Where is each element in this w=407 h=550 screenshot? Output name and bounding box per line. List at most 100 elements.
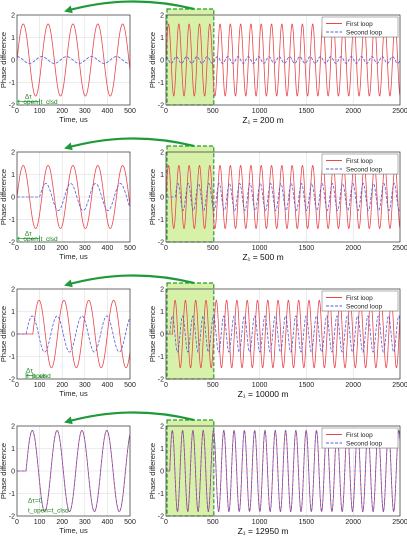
- delta-tau-label: Δτ=0: [28, 498, 43, 505]
- x-tick-label: 0: [15, 108, 19, 115]
- delta-tau-label: Δτ: [25, 94, 32, 101]
- zoom-arrow: [64, 274, 195, 288]
- y-tick-label: -2: [158, 377, 164, 384]
- plot-frame: [16, 425, 131, 517]
- y-tick-label: 2: [11, 150, 15, 157]
- x-tick-label: 500: [207, 108, 219, 115]
- y-axis-label: Phase difference: [148, 169, 157, 225]
- y-tick-label: -1: [9, 80, 15, 87]
- series-line-second-loop: [17, 315, 130, 353]
- x-tick-label: 500: [124, 245, 136, 252]
- x-tick-label: 400: [102, 245, 114, 252]
- zoom-highlight-region: [166, 145, 215, 243]
- y-axis-label: Phase difference: [0, 443, 8, 499]
- y-tick-label: 1: [11, 172, 15, 179]
- y-axis-label: Phase difference: [0, 306, 8, 362]
- chart-panel-3: 0 100 200 300 400 500 -2 -1 0 1 2 Phase difference T…: [0, 150, 136, 262]
- x-tick-label: 0: [164, 382, 168, 389]
- chart-panel-4: 0 500 1000 1500 2000 2500 -2 -1 0 1 2 Phase differe…: [64, 137, 407, 262]
- x-tick-label: 2500: [392, 382, 407, 389]
- series-line-first-loop: [17, 165, 130, 229]
- y-tick-label: 0: [160, 58, 164, 65]
- x-tick-label: 1500: [299, 245, 315, 252]
- plot-frame: [165, 288, 401, 380]
- x-tick-label: 200: [56, 382, 68, 389]
- x-tick-label: 2000: [345, 382, 361, 389]
- x-axis-label: Time, us: [59, 389, 88, 398]
- y-axis-label: Phase difference: [148, 306, 157, 362]
- plot-frame: [165, 425, 401, 517]
- chart-panel-7: 0 100 200 300 400 500 -2 -1 0 1 2 Phase difference T…: [0, 424, 136, 536]
- x-axis-label: Time, us: [59, 115, 88, 124]
- y-tick-label: -2: [9, 377, 15, 384]
- x-tick-label: 100: [34, 519, 46, 526]
- x-tick-label: 500: [124, 382, 136, 389]
- legend-entry: First loop: [346, 295, 373, 302]
- t-open-label: t_open: [18, 99, 38, 106]
- x-tick-label: 500: [124, 108, 136, 115]
- x-tick-label: 1000: [252, 382, 268, 389]
- panel-caption: Z₁ = 200 m: [242, 115, 283, 125]
- plot-frame: [16, 151, 131, 243]
- x-tick-label: 2500: [392, 245, 407, 252]
- y-tick-label: 0: [160, 332, 164, 339]
- series-line-second-loop: [166, 56, 400, 64]
- x-tick-label: 2500: [392, 108, 407, 115]
- y-axis-label: Phase difference: [148, 443, 157, 499]
- y-tick-label: 0: [160, 195, 164, 202]
- y-tick-label: -1: [158, 491, 164, 498]
- plot-frame: [16, 288, 131, 380]
- y-axis-label: Phase difference: [0, 169, 8, 225]
- x-tick-label: 400: [102, 382, 114, 389]
- x-tick-label: 1000: [252, 245, 268, 252]
- legend-entry: Second loop: [346, 440, 383, 447]
- x-tick-label: 0: [164, 245, 168, 252]
- legend-entry: Second loop: [346, 303, 383, 310]
- chart-panel-6: 0 500 1000 1500 2000 2500 -2 -1 0 1 2 Phase differe…: [64, 274, 407, 399]
- series-line-second-loop: [166, 183, 400, 211]
- y-tick-label: -1: [158, 354, 164, 361]
- x-tick-label: 0: [15, 245, 19, 252]
- series-line-first-loop: [17, 23, 130, 97]
- legend-entry: First loop: [346, 432, 373, 439]
- t-clsd-label: t_clsd: [41, 236, 58, 243]
- y-tick-label: 2: [160, 424, 164, 431]
- y-tick-label: 0: [11, 58, 15, 65]
- plot-frame: [165, 14, 401, 106]
- y-tick-label: -1: [9, 217, 15, 224]
- x-tick-label: 100: [34, 245, 46, 252]
- chart-panel-1: 0 100 200 300 400 500 -2 -1 0 1 2 Phase difference T…: [0, 13, 136, 125]
- y-tick-label: -1: [9, 354, 15, 361]
- zoom-arrow: [64, 0, 195, 14]
- x-tick-label: 2500: [392, 519, 407, 526]
- series-line-first-loop: [17, 299, 130, 369]
- x-tick-label: 0: [164, 519, 168, 526]
- y-tick-label: 2: [11, 287, 15, 294]
- zoom-arrow: [64, 137, 195, 151]
- y-tick-label: -2: [9, 240, 15, 247]
- legend-entry: Second loop: [346, 29, 383, 36]
- y-tick-label: 0: [160, 469, 164, 476]
- plot-frame: [165, 151, 401, 243]
- y-tick-label: 1: [160, 309, 164, 316]
- zoom-arrow: [64, 411, 195, 425]
- x-tick-label: 1500: [299, 519, 315, 526]
- y-tick-label: -1: [158, 80, 164, 87]
- x-tick-label: 0: [164, 108, 168, 115]
- t-open-clsd-label: t_open=t_clsd: [28, 508, 69, 515]
- x-tick-label: 500: [124, 519, 136, 526]
- x-axis-label: Time, us: [59, 252, 88, 261]
- y-tick-label: -2: [9, 103, 15, 110]
- y-tick-label: 2: [160, 150, 164, 157]
- x-tick-label: 2000: [345, 519, 361, 526]
- x-tick-label: 200: [56, 108, 68, 115]
- panel-caption: Z₁ = 500 m: [242, 252, 283, 262]
- y-tick-label: -2: [9, 514, 15, 521]
- y-tick-label: 2: [160, 287, 164, 294]
- legend-entry: First loop: [346, 158, 373, 165]
- y-tick-label: 1: [11, 35, 15, 42]
- y-axis-label: Phase difference: [0, 32, 8, 88]
- delta-tau-label: Δτ: [25, 231, 32, 238]
- t-clsd-label: t_clsd: [34, 373, 51, 380]
